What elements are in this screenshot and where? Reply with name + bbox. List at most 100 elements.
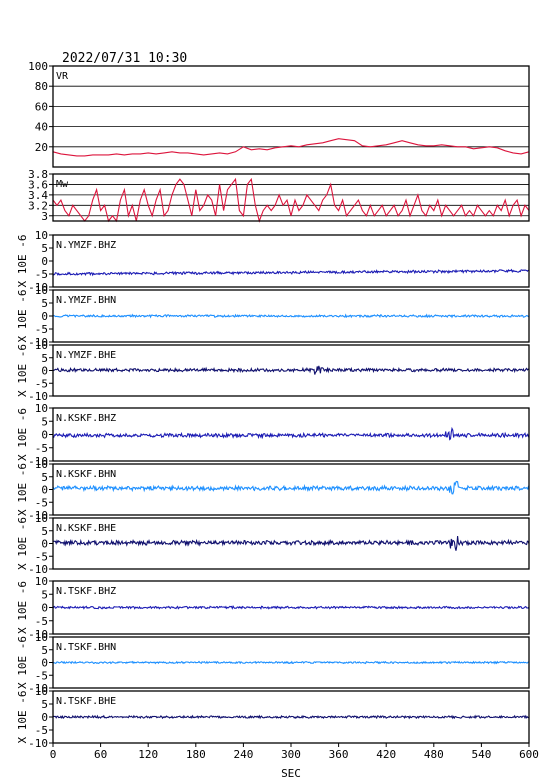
y-tick-label: 5 xyxy=(41,644,48,657)
y-axis-label: X 10E -6 xyxy=(16,463,29,516)
x-tick-label: 600 xyxy=(519,748,539,761)
y-tick-label: -10 xyxy=(28,563,48,576)
y-tick-label: 5 xyxy=(41,415,48,428)
y-tick-label: -10 xyxy=(28,336,48,349)
y-axis-label: X 10E -6 xyxy=(16,517,29,570)
y-tick-label: 10 xyxy=(35,229,48,242)
y-tick-label: -10 xyxy=(28,455,48,468)
panel-frame xyxy=(52,65,530,168)
y-tick-label: -5 xyxy=(35,377,48,390)
y-tick-label: -10 xyxy=(28,682,48,695)
y-tick-label: -5 xyxy=(35,724,48,737)
y-tick-label: 80 xyxy=(35,80,48,93)
series-line xyxy=(52,313,530,319)
y-tick-label: 0 xyxy=(41,538,48,551)
series-line xyxy=(52,365,530,375)
x-tick-label: 420 xyxy=(376,748,396,761)
y-tick-label: 10 xyxy=(35,339,48,352)
y-axis-label: X 10E -6 xyxy=(16,408,29,461)
panel-title: VR xyxy=(56,71,69,82)
y-tick-label: 3.8 xyxy=(28,168,48,181)
y-tick-label: -5 xyxy=(35,442,48,455)
y-tick-label: -5 xyxy=(35,323,48,336)
timestamp-label: 2022/07/31 10:30 xyxy=(62,51,187,66)
y-axis-label: X 10E -6 xyxy=(16,290,29,343)
y-tick-label: -10 xyxy=(28,628,48,641)
panel-vr: 20 40 60 80 100 VR xyxy=(28,60,530,168)
series-line xyxy=(52,605,530,610)
x-tick-label: 480 xyxy=(424,748,444,761)
panel-title: N.TSKF.BHN xyxy=(56,642,116,653)
series-line xyxy=(53,536,530,551)
y-tick-label: 3 xyxy=(41,210,48,223)
y-tick-label: 10 xyxy=(35,284,48,297)
y-tick-label: -5 xyxy=(35,615,48,628)
panel-title: N.YMZF.BHN xyxy=(56,295,116,306)
y-tick-label: -10 xyxy=(28,281,48,294)
y-tick-label: 0 xyxy=(41,429,48,442)
x-tick-label: 120 xyxy=(138,748,158,761)
y-tick-label: -10 xyxy=(28,737,48,750)
y-tick-label: 3.6 xyxy=(28,178,48,191)
x-tick-label: 300 xyxy=(281,748,301,761)
x-tick-label: 180 xyxy=(186,748,206,761)
panel-frame xyxy=(52,234,530,288)
series-line xyxy=(52,177,530,223)
x-axis: 0 60 120 180 240 300 360 420 480 540 600 xyxy=(50,743,539,761)
y-tick-label: 40 xyxy=(35,121,48,134)
y-tick-label: -5 xyxy=(35,669,48,682)
x-tick-label: 240 xyxy=(233,748,253,761)
panel-title: N.YMZF.BHZ xyxy=(56,240,116,251)
panels: 20406080100VR33.23.43.63.8Mw-10-50510N.Y… xyxy=(16,60,530,750)
y-tick-label: -10 xyxy=(28,390,48,403)
series-line xyxy=(52,714,530,720)
y-tick-label: 5 xyxy=(41,471,48,484)
y-tick-label: -5 xyxy=(35,268,48,281)
y-tick-label: 0 xyxy=(41,602,48,615)
y-tick-label: 60 xyxy=(35,100,48,113)
panel-title: N.TSKF.BHZ xyxy=(56,586,116,597)
x-tick-label: 540 xyxy=(471,748,491,761)
y-tick-label: 10 xyxy=(35,685,48,698)
y-tick-label: 5 xyxy=(41,352,48,365)
y-tick-label: 0 xyxy=(41,711,48,724)
y-axis-label: X 10E -6 xyxy=(16,691,29,744)
y-tick-label: 5 xyxy=(41,297,48,310)
y-tick-label: 10 xyxy=(35,458,48,471)
series-line xyxy=(52,268,530,277)
y-tick-label: -10 xyxy=(28,509,48,522)
x-tick-label: 0 xyxy=(50,748,57,761)
y-tick-label: 20 xyxy=(35,141,48,154)
panel-mw: 33.23.43.63.8 Mw xyxy=(28,168,530,223)
y-tick-label: 3.4 xyxy=(28,189,48,202)
y-axis-label: X 10E -6 xyxy=(16,636,29,689)
series-line xyxy=(52,660,529,665)
series-line xyxy=(52,480,530,495)
y-tick-label: 100 xyxy=(28,60,48,73)
series-line xyxy=(52,138,530,157)
y-tick-label: -5 xyxy=(35,550,48,563)
y-tick-label: 10 xyxy=(35,512,48,525)
series-line xyxy=(52,426,530,441)
panel-frame xyxy=(52,463,530,516)
panel-title: N.YMZF.BHE xyxy=(56,350,116,361)
panel-title: N.KSKF.BHE xyxy=(56,523,116,534)
x-tick-label: 360 xyxy=(329,748,349,761)
y-tick-label: 0 xyxy=(41,657,48,670)
y-tick-label: 3.2 xyxy=(28,199,48,212)
y-tick-label: 10 xyxy=(35,631,48,644)
panel-title: N.KSKF.BHZ xyxy=(56,413,116,424)
x-axis-label: SEC xyxy=(281,767,301,780)
panel-n-kskf-bhz: -10-505 10 N.KSKF.BHZ X 10E -6 xyxy=(16,402,530,468)
panel-title: N.KSKF.BHN xyxy=(56,469,116,480)
panel-title: N.TSKF.BHE xyxy=(56,696,116,707)
